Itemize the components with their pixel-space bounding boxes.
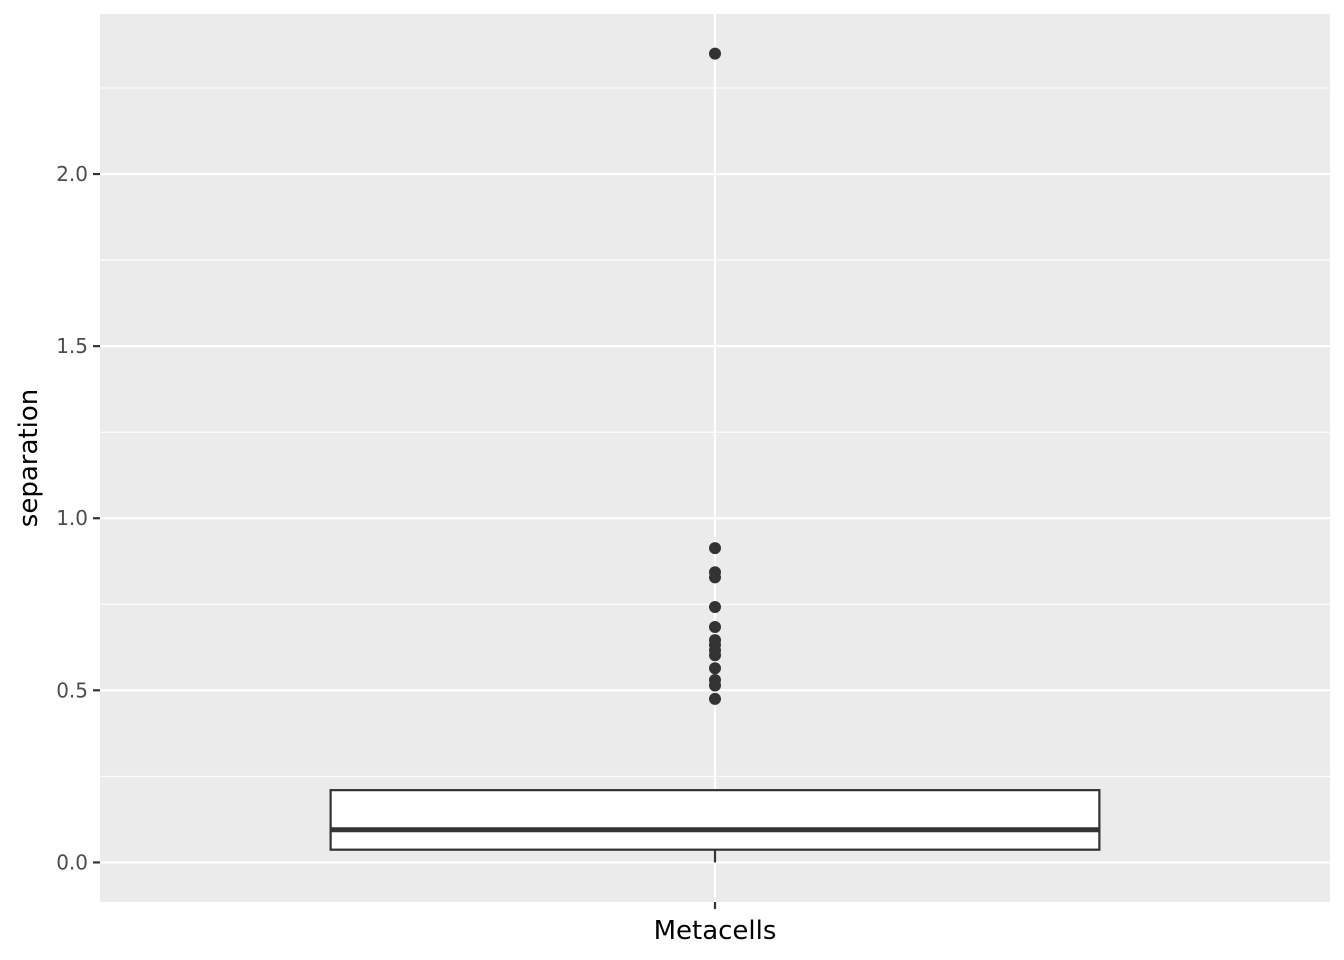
outlier-point [709,542,721,554]
y-tick-label: 2.0 [56,162,88,186]
outlier-point [709,571,721,583]
box-iqr [331,790,1100,850]
y-tick-label: 0.5 [56,678,88,702]
outlier-point [709,649,721,661]
outlier-point [709,48,721,60]
outlier-point [709,662,721,674]
outlier-point [709,621,721,633]
y-tick-label: 1.0 [56,506,88,530]
y-tick-label: 1.5 [56,334,88,358]
x-axis: Metacells [654,902,777,946]
x-tick-label: Metacells [654,916,777,946]
outlier-point [709,601,721,613]
outlier-point [709,693,721,705]
y-axis: 0.0 0.5 1.0 1.5 2.0 [56,162,100,874]
outlier-point [709,680,721,692]
y-axis-title: separation [14,389,44,527]
y-tick-label: 0.0 [56,850,88,874]
